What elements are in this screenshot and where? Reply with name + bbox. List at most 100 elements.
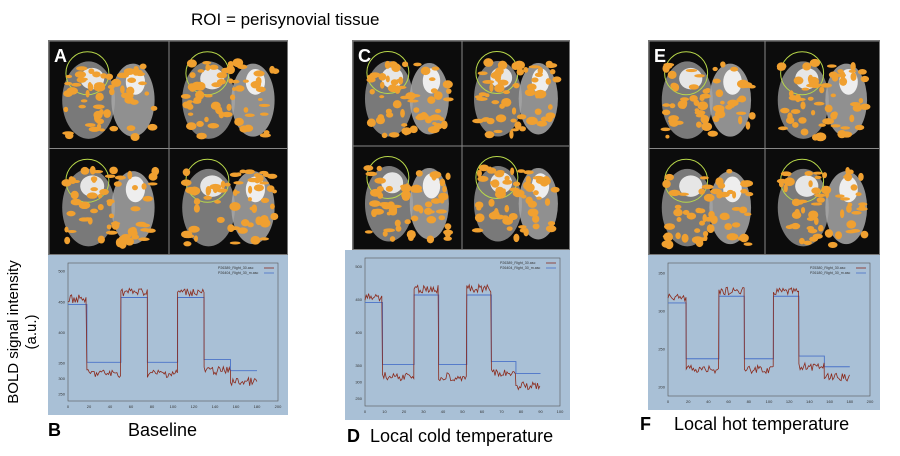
activation-blob [740,181,752,188]
activation-blob [504,204,510,213]
activation-blob [415,170,423,177]
legend-entry: P26389_Right_30.asc [218,266,254,270]
activation-blob [837,129,847,139]
activation-blob [363,165,374,171]
activation-blob [509,129,514,139]
x-tick-label: 180 [254,404,261,409]
x-tick-label: 50 [460,409,465,414]
activation-blob [712,66,718,72]
activation-blob [114,175,126,180]
activation-blob [516,68,525,76]
activation-blob [664,173,675,181]
activation-blob [266,173,278,179]
activation-blob [532,223,540,230]
activation-blob [543,177,551,185]
mri-slice [461,41,569,147]
activation-blob [720,61,726,68]
activation-blob [80,99,88,103]
activation-blob [695,239,704,248]
activation-blob [151,166,160,176]
activation-blob [443,236,452,241]
x-tick-label: 140 [212,404,219,409]
activation-blob [400,95,409,100]
activation-blob [369,121,374,127]
panel-letter-bottom: D [347,426,360,446]
activation-blob [401,123,408,127]
activation-blob [365,171,378,177]
activation-blob [547,221,556,226]
y-tick-label: 300 [355,379,362,384]
activation-blob [63,106,69,113]
activation-blob [258,103,271,107]
activation-blob [669,103,676,109]
roi-circle [664,51,709,96]
activation-blob [125,237,135,246]
activation-blob [495,186,505,195]
activation-blob [699,95,705,102]
activation-blob [379,81,385,89]
activation-blob [413,107,420,113]
mri-slice [49,148,170,254]
activation-blob [234,85,245,92]
mri-panel [48,40,288,255]
activation-blob [427,96,436,104]
x-tick-label: 160 [233,404,240,409]
activation-blob [67,229,77,233]
activation-blob [259,181,270,185]
activation-blob [858,172,864,181]
activation-blob [857,69,867,75]
panel-caption: Baseline [128,420,198,440]
activation-blob [216,216,225,223]
activation-blob [478,92,487,97]
x-tick-label: 40 [706,399,711,404]
activation-blob [788,90,794,97]
roi-circle [780,51,825,96]
activation-blob [376,186,384,192]
activation-blob [93,82,106,89]
activation-blob [127,170,133,180]
activation-blob [244,169,255,175]
activation-blob [860,230,869,239]
activation-blob [715,177,724,186]
activation-blob [494,74,501,82]
activation-blob [194,81,206,91]
activation-blob [104,174,116,178]
legend-entry: P26389_Right_30.asc [500,261,536,265]
activation-blob [244,113,255,117]
activation-blob [420,66,431,76]
activation-blob [809,236,819,242]
activation-blob [444,223,452,230]
activation-blob [514,121,522,130]
activation-blob [270,212,279,221]
activation-blob [88,68,95,75]
activation-blob [527,208,539,217]
activation-blob [266,185,275,193]
activation-blob [662,179,671,189]
activation-blob [98,128,106,132]
activation-blob [364,230,373,234]
activation-blob [138,237,150,241]
activation-blob [121,233,132,239]
activation-blob [822,173,827,179]
activation-blob [859,103,871,110]
y-axis-label-line1: BOLD signal intensity [5,260,22,404]
activation-blob [491,100,500,105]
activation-blob [404,219,411,225]
activation-blob [369,200,381,207]
activation-blob [97,235,105,244]
y-axis-label: BOLD signal intensity (a.u.) [5,252,41,412]
mri-grid [353,41,569,249]
activation-blob [207,123,220,129]
activation-blob [375,116,385,125]
x-tick-label: 80 [519,409,524,414]
roi-circle [366,156,410,199]
activation-blob [696,121,702,128]
measured-series [364,283,541,391]
activation-blob [814,193,826,198]
activation-blob [689,94,698,102]
plot-frame [67,262,279,402]
activation-blob [495,114,507,123]
x-tick-label: 120 [191,404,198,409]
activation-blob [235,172,242,177]
activation-blob [382,230,388,237]
